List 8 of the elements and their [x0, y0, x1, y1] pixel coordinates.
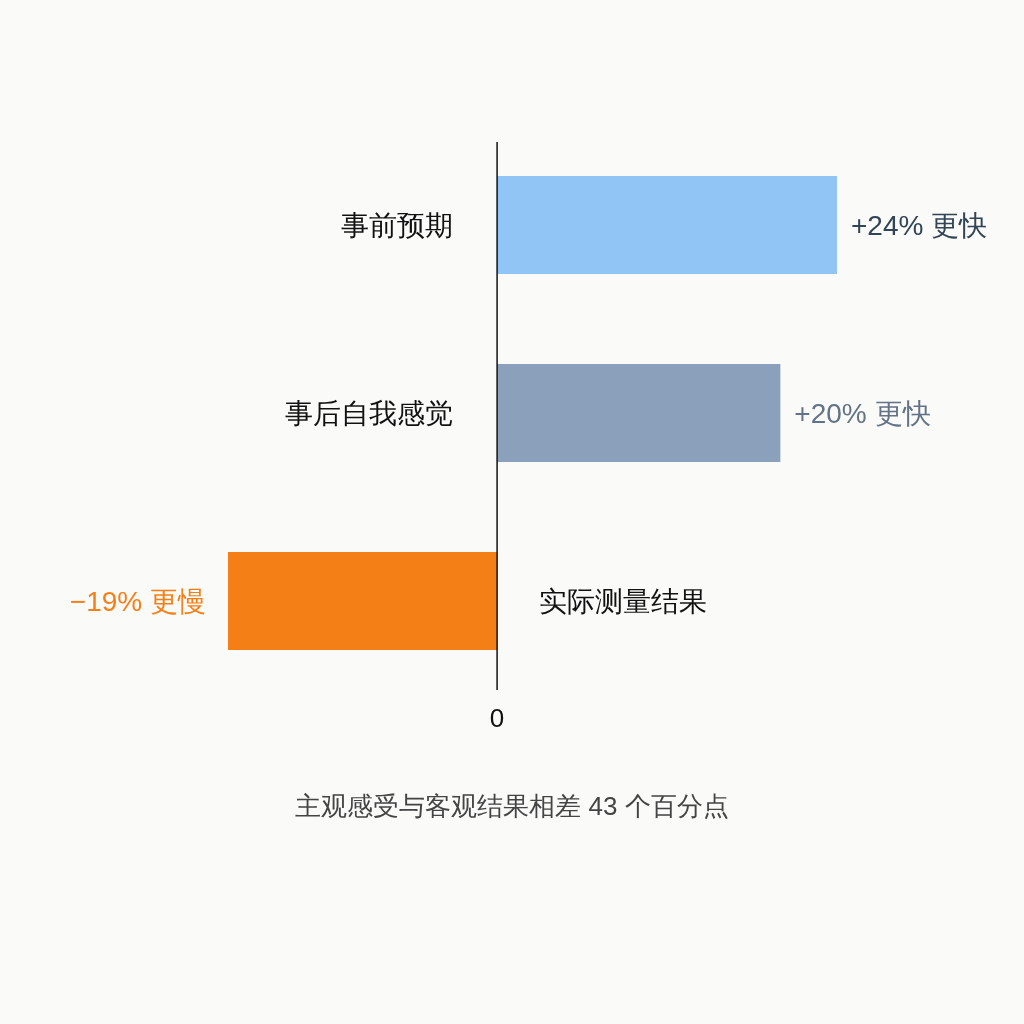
- y-tick-label: 事前预期: [341, 209, 454, 241]
- data-label: −19% 更慢: [69, 585, 206, 617]
- y-tick-label: 实际测量结果: [539, 585, 708, 617]
- text: 0: [489, 703, 505, 733]
- data-label: +24% 更快: [851, 209, 988, 241]
- text: 主观感受与客观结果相差 43 个百分点: [295, 791, 729, 821]
- y-tick-label: 事后自我感觉: [285, 397, 454, 429]
- data-label: +20% 更快: [794, 397, 931, 429]
